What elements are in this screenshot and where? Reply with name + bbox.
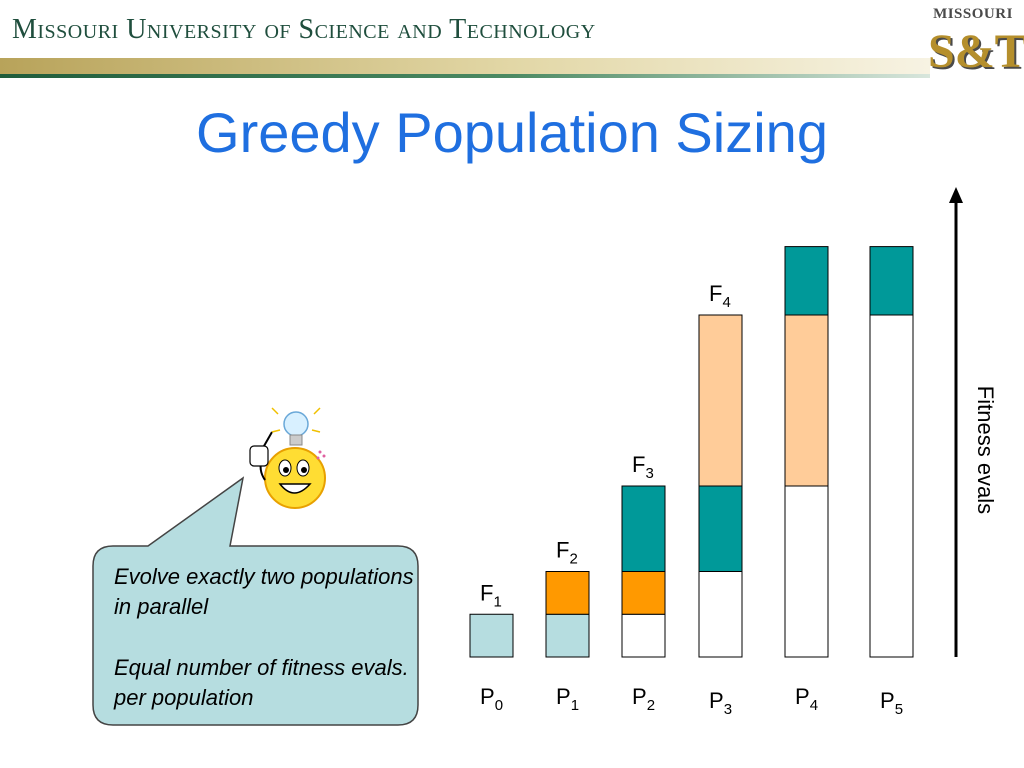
header-title: Missouri University of Science and Techn… [12,14,596,45]
university-logo: MISSOURI S&T [928,6,1024,86]
logo-top-text: MISSOURI [933,6,1013,22]
bar-p2-segment-2 [621,485,666,572]
header-bar-line [0,74,930,78]
population-label-p4: P4 [795,684,818,714]
bar-p4-segment-0 [784,485,829,658]
bars-layer [469,246,914,658]
labels-layer: P0 P1 P2 P3 P4 P5 F1 F2 F3 F4 [480,281,903,718]
milestone-label-f3: F3 [632,452,654,482]
callout-bubble [92,476,419,726]
bar-p4-segment-1 [784,314,829,487]
callout-text: Evolve exactly two populations in parall… [114,562,414,744]
bar-p4-segment-2 [784,246,829,316]
callout-line-2: Equal number of fitness evals. per popul… [114,655,409,710]
population-label-p0: P0 [480,684,503,714]
bar-p1-segment-1 [545,571,590,615]
milestone-label-f1: F1 [480,580,502,610]
callout-line-1: Evolve exactly two populations in parall… [114,564,414,619]
axis-label-fitness-evals: Fitness evals [973,385,998,515]
header-bar [0,58,930,74]
bar-p5-segment-0 [869,314,914,658]
population-label-p1: P1 [556,684,579,714]
fitness-axis-arrow [949,187,963,657]
lightbulb-smiley-icon [249,407,326,509]
bar-p2-segment-1 [621,571,666,615]
bar-p3-segment-0 [698,571,743,658]
bar-p0-segment-0 [469,613,514,658]
milestone-label-f4: F4 [709,281,731,311]
bar-p2-segment-0 [621,613,666,658]
milestone-label-f2: F2 [556,538,578,568]
bar-p1-segment-0 [545,613,590,658]
bar-p5-segment-1 [869,246,914,316]
logo-main-text: S&T [928,25,1024,78]
population-label-p2: P2 [632,684,655,714]
bar-p3-segment-1 [698,485,743,572]
population-label-p5: P5 [880,688,903,718]
slide-title: Greedy Population Sizing [196,101,828,164]
bar-p3-segment-2 [698,314,743,487]
population-label-p3: P3 [709,688,732,718]
